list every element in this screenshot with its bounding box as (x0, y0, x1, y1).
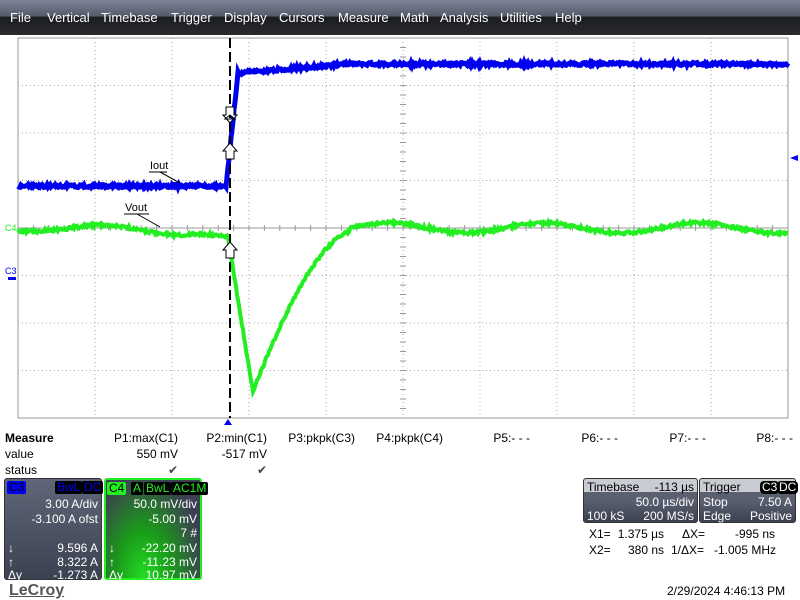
menu-trigger[interactable]: Trigger (171, 10, 212, 25)
param-6-name[interactable]: P6:- - - (581, 431, 618, 445)
c4-marker: C4 (5, 223, 17, 233)
param-8-name[interactable]: P8:- - - (756, 431, 793, 445)
menu-utilities[interactable]: Utilities (500, 10, 542, 25)
iout-label: Iout (150, 160, 168, 172)
trigger-type: Edge (703, 509, 731, 523)
vout-label: Vout (125, 202, 147, 214)
measure-value-label: value (5, 447, 34, 461)
datetime: 2/29/2024 4:46:13 PM (667, 584, 785, 598)
cursor-inv-label: 1/ΔX= (671, 543, 704, 557)
param-1-name[interactable]: P1:max(C1) (114, 431, 178, 445)
c3-marker: C3 (5, 266, 17, 276)
c3-tag-bwl: BwL (55, 481, 82, 494)
param-2-name[interactable]: P2:min(C1) (206, 431, 267, 445)
menu-math[interactable]: Math (400, 10, 429, 25)
delta-y-label: Δy (109, 568, 123, 582)
param-5-name[interactable]: P5:- - - (493, 431, 530, 445)
menu-display[interactable]: Display (224, 10, 267, 25)
up-arrow-icon: ↑ (109, 555, 115, 569)
menu-bar: File Vertical Timebase Trigger Display Cursor… (0, 0, 800, 35)
trigger-mode: Stop (703, 495, 728, 509)
trigger-level-icon (790, 155, 798, 161)
timebase-delay: -113 µs (655, 480, 694, 494)
cursor-inv-value: -1.005 MHz (710, 543, 776, 557)
channel-c4-panel[interactable]: C4 A BwL AC1M 50.0 mV/div -5.00 mV 7 # ↓… (104, 478, 202, 580)
trigger-position-icon (224, 419, 232, 425)
timebase-panel[interactable]: Timebase -113 µs 50.0 µs/div 100 kS 200 … (583, 478, 698, 523)
param-7-name[interactable]: P7:- - - (669, 431, 706, 445)
measure-status-label: status (5, 463, 37, 477)
param-1-value: 550 mV (137, 447, 178, 461)
c4-vdiv: 50.0 mV/div (134, 497, 197, 511)
trigger-panel[interactable]: Trigger C3 DC Stop 7.50 A Edge Positive (699, 478, 796, 523)
param-3-name[interactable]: P3:pkpk(C3) (288, 431, 355, 445)
measure-title: Measure (5, 431, 54, 445)
c4-tag-a: A (131, 482, 143, 495)
menu-help[interactable]: Help (555, 10, 582, 25)
menu-timebase[interactable]: Timebase (101, 10, 158, 25)
param-4-name[interactable]: P4:pkpk(C4) (376, 431, 443, 445)
c4-down: -22.20 mV (142, 541, 197, 555)
c4-offset: -5.00 mV (148, 512, 197, 526)
waveform-display[interactable]: Iout Vout C4 C3 (0, 35, 800, 430)
cursor-dx-value: -995 ns (710, 527, 775, 541)
menu-cursors[interactable]: Cursors (279, 10, 325, 25)
delta-y-label: Δy (8, 568, 22, 582)
c4-tag-bwl: BwL (144, 482, 171, 495)
trigger-label: Trigger (703, 480, 741, 494)
cursor-x2-value: 380 ns (617, 543, 664, 557)
timebase-tdiv: 50.0 µs/div (636, 495, 694, 509)
menu-measure[interactable]: Measure (338, 10, 389, 25)
menu-vertical[interactable]: Vertical (47, 10, 90, 25)
timebase-label: Timebase (587, 480, 639, 494)
c3-up: 8.322 A (57, 555, 98, 569)
param-1-status: ✔ (168, 463, 178, 477)
c3-dy: -1.273 A (53, 568, 98, 582)
cursor-x1-value: 1.375 µs (617, 527, 664, 541)
menu-file[interactable]: File (10, 10, 31, 25)
cursor-x2-label: X2= (589, 543, 611, 557)
trigger-slope: Positive (750, 509, 792, 523)
timebase-samples: 100 kS (587, 509, 624, 523)
trigger-level: 7.50 A (758, 495, 792, 509)
c3-down: 9.596 A (57, 541, 98, 555)
c3-tag-dc: DC (82, 481, 103, 494)
menu-analysis[interactable]: Analysis (440, 10, 488, 25)
c4-sweeps: 7 # (180, 526, 197, 540)
cursor-dx-label: ΔX= (682, 527, 705, 541)
cursor-x1-label: X1= (589, 527, 611, 541)
timebase-rate: 200 MS/s (643, 509, 694, 523)
c3-offset-marker (8, 277, 16, 280)
c4-up: -11.23 mV (143, 555, 197, 569)
c4-dy: 10.97 mV (146, 568, 197, 582)
param-2-value: -517 mV (222, 447, 267, 461)
lecroy-logo: LeCroy (9, 582, 64, 600)
c4-tag-ac1m: AC1M (171, 482, 208, 495)
c3-vdiv: 3.00 A/div (45, 497, 98, 511)
down-arrow-icon: ↓ (109, 541, 115, 555)
channel-c3-panel[interactable]: C3 BwL DC 3.00 A/div -3.100 A ofst ↓ 9.5… (4, 478, 102, 580)
param-2-status: ✔ (257, 463, 267, 477)
c3-name: C3 (7, 481, 26, 494)
up-arrow-icon: ↑ (8, 555, 14, 569)
c4-name: C4 (107, 482, 126, 495)
c3-offset: -3.100 A ofst (31, 512, 98, 526)
down-arrow-icon: ↓ (8, 541, 14, 555)
trigger-coupling: DC (777, 481, 798, 494)
